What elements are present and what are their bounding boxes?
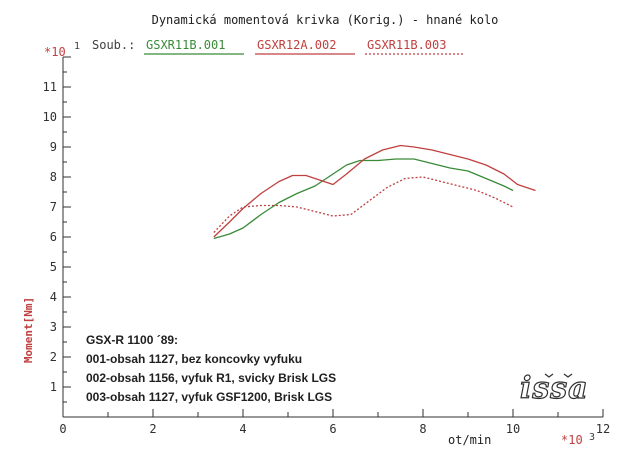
legend: GSXR11B.001 GSXR12A.002 GSXR11B.003 [144, 38, 465, 55]
y-tick-label: 9 [50, 140, 57, 154]
legend-label-1: GSXR11B.001 [146, 38, 225, 52]
series-line-2 [213, 144, 536, 238]
y-tick-label: 3 [50, 320, 57, 334]
chart-title: Dynamická momentová krivka (Korig.) - hn… [152, 13, 499, 27]
annotation-line-2: 001-obsah 1127, bez koncovky vyfuku [86, 352, 302, 366]
y-tick-label: 2 [50, 350, 57, 364]
series-group [213, 144, 536, 240]
x-tick-label: 8 [419, 422, 426, 436]
issa-logo-text: issa [520, 371, 589, 406]
annotation-line-3: 002-obsah 1156, vyfuk R1, svicky Brisk L… [86, 371, 336, 385]
y-multiplier: *10 [44, 45, 66, 59]
x-tick-label: 4 [239, 422, 246, 436]
x-tick-label: 2 [149, 422, 156, 436]
issa-logo-hacek [544, 373, 573, 378]
y-tick-label: 5 [50, 260, 57, 274]
y-tick-label: 10 [43, 110, 57, 124]
y-tick-label: 6 [50, 230, 57, 244]
y-tick-label: 11 [43, 80, 57, 94]
issa-logo: issa [519, 370, 589, 406]
x-multiplier: *10 [561, 433, 583, 447]
legend-label-3: GSXR11B.003 [367, 38, 446, 52]
files-label: Soub.: [92, 38, 135, 52]
legend-label-2: GSXR12A.002 [257, 38, 336, 52]
y-axis-label: Moment[Nm] [22, 297, 35, 363]
x-tick-label: 0 [59, 422, 66, 436]
y-tick-label: 4 [50, 290, 57, 304]
x-tick-label: 10 [506, 422, 520, 436]
annotation-block: GSX-R 1100 ´89: 001-obsah 1127, bez konc… [86, 333, 336, 404]
x-multiplier-exp: 3 [589, 432, 595, 443]
x-axis-label: ot/min [448, 433, 491, 447]
y-tick-label: 8 [50, 170, 57, 184]
x-tick-label: 12 [596, 422, 610, 436]
series-line-3 [213, 176, 514, 233]
y-multiplier-exp: 1 [74, 41, 80, 52]
y-tick-label: 7 [50, 200, 57, 214]
series-line-1 [213, 158, 514, 240]
annotation-line-1: GSX-R 1100 ´89: [86, 333, 178, 347]
annotation-line-4: 003-obsah 1127, vyfuk GSF1200, Brisk LGS [86, 390, 332, 404]
y-tick-label: 1 [50, 380, 57, 394]
x-tick-label: 6 [329, 422, 336, 436]
